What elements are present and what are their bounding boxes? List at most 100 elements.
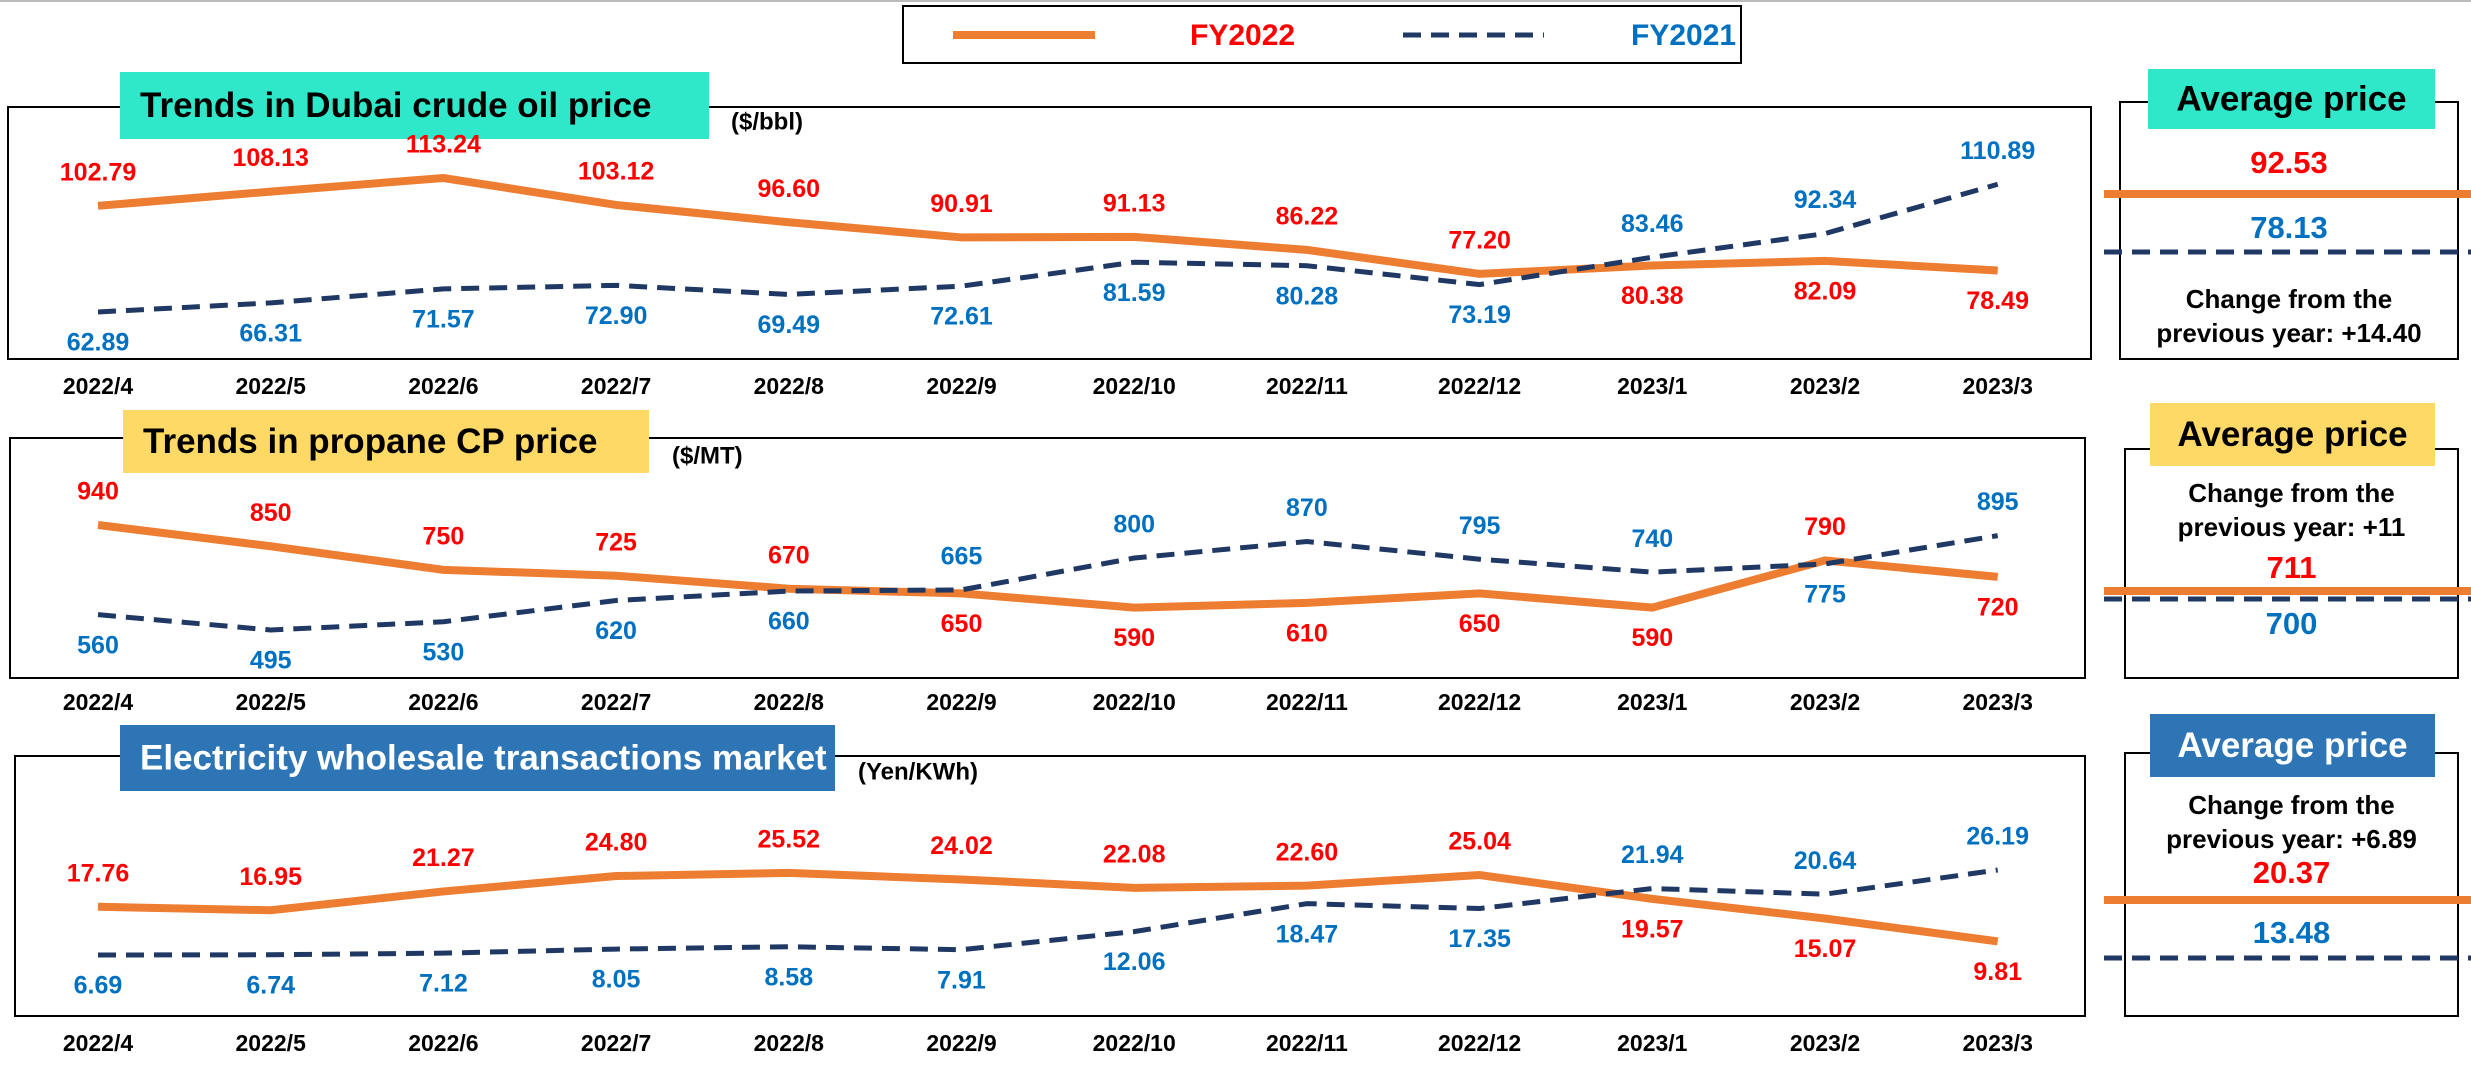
title-box — [123, 410, 649, 473]
data-label: 8.58 — [764, 963, 813, 991]
data-label: 665 — [941, 542, 983, 570]
data-label: 26.19 — [1966, 823, 2029, 851]
data-label: 650 — [1459, 610, 1501, 638]
x-tick-label: 2023/2 — [1790, 373, 1860, 399]
data-label: 16.95 — [239, 863, 302, 891]
x-tick-label: 2022/6 — [408, 373, 478, 399]
data-label: 720 — [1977, 594, 2019, 622]
data-label: 82.09 — [1794, 278, 1857, 306]
x-tick-label: 2022/9 — [926, 689, 996, 715]
data-label: 91.13 — [1103, 189, 1166, 217]
data-label: 870 — [1286, 494, 1328, 522]
series-line — [97, 533, 1999, 633]
data-label: 62.89 — [67, 329, 130, 357]
chart-title: Trends in Dubai crude oil price — [140, 86, 652, 125]
data-label: 21.94 — [1621, 841, 1684, 869]
data-label: 795 — [1459, 512, 1501, 540]
data-label: 77.20 — [1448, 227, 1511, 255]
chart-frame — [7, 106, 2092, 360]
x-tick-label: 2023/1 — [1617, 373, 1688, 399]
unit-label: (Yen/KWh) — [858, 758, 978, 785]
data-label: 25.52 — [758, 826, 821, 854]
data-label: 83.46 — [1621, 210, 1684, 238]
data-label: 24.80 — [585, 829, 648, 857]
data-label: 17.35 — [1448, 925, 1511, 953]
data-label: 20.64 — [1794, 847, 1857, 875]
data-label: 790 — [1804, 513, 1846, 541]
data-label: 80.38 — [1621, 282, 1684, 310]
data-label: 86.22 — [1276, 203, 1339, 231]
average-header — [2148, 69, 2435, 129]
average-value: 711 — [2266, 550, 2316, 585]
data-label: 610 — [1286, 619, 1328, 647]
average-header — [2150, 403, 2435, 466]
average-value: 13.48 — [2253, 915, 2331, 950]
data-label: 69.49 — [758, 311, 821, 339]
data-label: 96.60 — [758, 175, 821, 203]
x-tick-label: 2022/4 — [63, 373, 134, 399]
data-label: 560 — [77, 631, 119, 659]
data-label: 590 — [1631, 624, 1673, 652]
chart-frame — [9, 437, 2086, 679]
data-label: 22.60 — [1276, 838, 1339, 866]
data-label: 19.57 — [1621, 915, 1684, 943]
data-label: 110.89 — [1960, 137, 2035, 165]
data-label: 66.31 — [239, 320, 302, 348]
x-tick-label: 2022/11 — [1266, 689, 1348, 715]
average-header — [2150, 714, 2435, 777]
data-label: 775 — [1804, 581, 1846, 609]
series-line — [97, 181, 1999, 315]
x-tick-label: 2022/7 — [581, 373, 651, 399]
x-tick-label: 2022/9 — [926, 373, 996, 399]
data-label: 17.76 — [67, 859, 130, 887]
data-label: 850 — [250, 499, 292, 527]
data-label: 9.81 — [1973, 958, 2022, 986]
unit-label: ($/MT) — [672, 442, 743, 469]
title-box — [120, 72, 709, 139]
x-tick-label: 2022/10 — [1093, 373, 1176, 399]
data-label: 8.05 — [592, 966, 641, 994]
x-tick-label: 2023/1 — [1617, 1030, 1688, 1056]
data-label: 72.61 — [930, 303, 993, 331]
x-tick-label: 2022/12 — [1438, 1030, 1521, 1056]
average-value: 20.37 — [2253, 855, 2331, 890]
data-label: 650 — [941, 610, 983, 638]
data-label: 7.91 — [937, 966, 986, 994]
x-tick-label: 2022/5 — [236, 689, 307, 715]
legend-label: FY2021 — [1631, 19, 1736, 52]
data-label: 895 — [1977, 488, 2019, 516]
title-box — [120, 725, 835, 791]
series-line — [97, 173, 1998, 278]
data-label: 725 — [595, 528, 637, 556]
x-tick-label: 2022/10 — [1093, 689, 1176, 715]
data-label: 530 — [423, 638, 465, 666]
data-label: 24.02 — [930, 832, 993, 860]
legend-box — [902, 5, 1742, 64]
data-label: 80.28 — [1276, 282, 1339, 310]
chart-title: Trends in propane CP price — [143, 422, 597, 461]
data-label: 21.27 — [412, 844, 475, 872]
x-tick-label: 2023/1 — [1617, 689, 1688, 715]
x-tick-label: 2023/3 — [1963, 373, 2033, 399]
data-label: 73.19 — [1448, 301, 1511, 329]
x-tick-label: 2022/4 — [63, 689, 134, 715]
x-tick-label: 2022/11 — [1266, 373, 1348, 399]
data-label: 103.12 — [578, 158, 654, 186]
change-text: Change from the previous year: +6.89 — [2166, 790, 2417, 854]
data-label: 81.59 — [1103, 279, 1166, 307]
data-label: 92.34 — [1794, 186, 1857, 214]
average-title: Average price — [2177, 726, 2407, 765]
x-tick-label: 2022/12 — [1438, 373, 1521, 399]
x-tick-label: 2022/8 — [754, 689, 825, 715]
legend-label: FY2022 — [1190, 19, 1295, 52]
x-tick-label: 2022/7 — [581, 689, 651, 715]
data-label: 71.57 — [412, 306, 475, 334]
data-label: 740 — [1631, 525, 1673, 553]
unit-label: ($/bbl) — [731, 108, 803, 135]
data-label: 660 — [768, 608, 810, 636]
data-label: 22.08 — [1103, 841, 1166, 869]
average-title: Average price — [2176, 79, 2406, 118]
data-label: 113.24 — [406, 131, 481, 159]
